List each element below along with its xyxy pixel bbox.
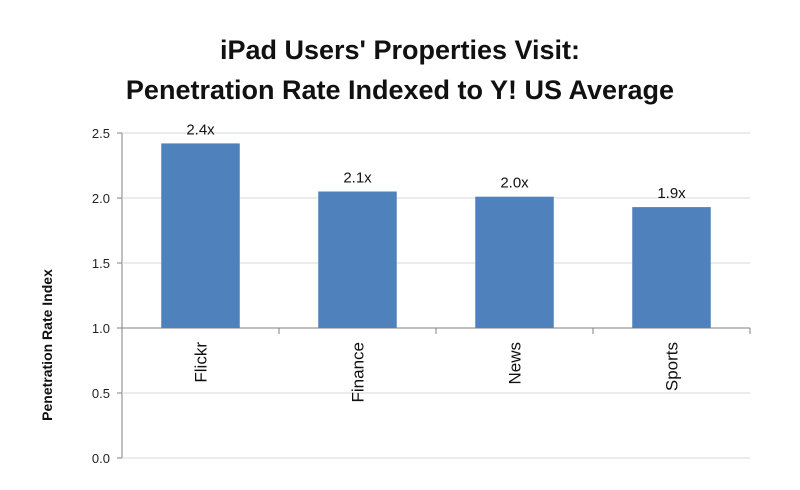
bar — [161, 143, 240, 328]
data-label: 2.0x — [500, 175, 529, 192]
bar — [475, 196, 554, 328]
y-axis-ticks: 0.0 0.5 1.0 1.5 2.0 2.5 — [92, 126, 110, 466]
y-tick-label: 2.5 — [92, 126, 110, 141]
y-tick-label: 2.0 — [92, 191, 110, 206]
data-label: 2.1x — [343, 170, 372, 187]
y-tick-label: 0.5 — [92, 386, 110, 401]
chart-title-line-2: Penetration Rate Indexed to Y! US Averag… — [125, 75, 675, 105]
bar — [632, 207, 711, 328]
data-label: 1.9x — [657, 185, 686, 202]
y-tick-label: 1.0 — [92, 321, 110, 336]
category-label: Flickr — [192, 342, 211, 383]
data-label: 2.4x — [186, 121, 215, 138]
category-label: News — [506, 342, 525, 385]
bars — [161, 143, 711, 328]
chart-title: iPad Users' Properties Visit: Penetratio… — [0, 30, 800, 110]
category-label: Finance — [349, 342, 368, 402]
bar — [318, 191, 397, 328]
y-tick-label: 0.0 — [92, 451, 110, 466]
data-labels: 2.4x 2.1x 2.0x 1.9x — [186, 121, 686, 202]
category-labels: Flickr Finance News Sports — [192, 342, 682, 403]
y-tick-label: 1.5 — [92, 256, 110, 271]
category-label: Sports — [663, 342, 682, 391]
y-axis-title: Penetration Rate Index — [39, 269, 55, 421]
chart-title-line-1: iPad Users' Properties Visit: — [219, 35, 581, 65]
